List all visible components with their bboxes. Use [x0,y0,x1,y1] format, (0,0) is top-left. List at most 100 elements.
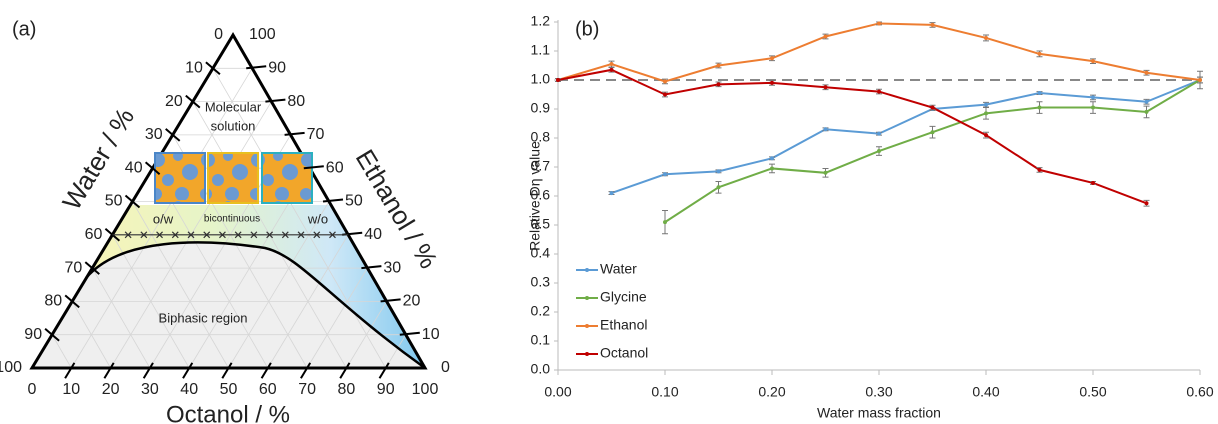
tick-mark [300,362,312,379]
tick-mark [339,362,351,379]
tick-label: 40 [125,159,143,176]
x-tick-label: 0.20 [758,384,785,400]
inset-image [154,152,206,204]
tick-mark [182,362,194,379]
data-point [716,169,721,174]
y-tick-label: 1.0 [531,71,551,87]
tick-mark [144,161,161,175]
biphasic-region [32,242,425,368]
data-point [984,35,988,40]
tick-label: 60 [85,226,103,243]
tick-mark [322,198,344,203]
region-label: o/w [153,211,174,226]
legend-marker [585,296,589,300]
y-tick-label: 1.1 [531,42,551,58]
data-point [1091,59,1095,64]
series-line [557,68,1147,205]
tick-label: 0 [441,359,450,376]
tick-mark [361,265,382,270]
tick-mark [185,94,201,109]
tick-label: 10 [62,381,80,398]
data-point [609,62,614,67]
data-point [1091,105,1095,110]
region-label: Biphasic region [159,310,248,325]
y-tick-label: 0.3 [531,274,551,290]
data-point [1144,70,1149,75]
tick-label: 30 [145,126,163,143]
tick-mark [142,362,154,379]
tick-mark [84,261,100,275]
region-label: w/o [307,211,328,226]
legend-label: Ethanol [600,317,647,333]
grid-line [306,267,368,369]
data-point [984,133,988,138]
y-axis-title: Relative Dη value [527,141,543,251]
data-point [1198,78,1202,82]
y-tick-label: 0.7 [531,158,551,174]
tick-mark [399,331,420,336]
legend-label: Water [600,261,637,277]
tick-label: 50 [345,193,363,210]
data-point [770,166,774,171]
series-line [664,79,1201,223]
tick-label: 50 [105,193,123,210]
x-tick-label: 0.50 [1079,384,1106,400]
tick-mark [380,298,401,303]
tick-mark [44,327,60,342]
axis-title: Octanol / % [166,401,290,424]
series-line [611,79,1201,195]
tick-mark [103,362,115,379]
tick-mark [124,194,141,209]
tick-label: 40 [180,381,198,398]
y-tick-label: 1.2 [531,13,551,29]
tick-label: 40 [364,226,382,243]
tick-label: 0 [214,26,223,43]
grid-line [132,201,229,369]
mixing-line [112,231,349,239]
data-point [663,220,667,225]
grid-line [385,334,407,369]
legend-marker [585,324,589,328]
tick-label: 100 [0,359,22,376]
data-point [1144,109,1149,114]
tick-label: 10 [422,326,440,343]
data-point [930,22,935,27]
grid-line [91,267,151,369]
legend-marker [585,352,589,356]
series-line [557,22,1201,83]
data-point [930,105,935,110]
data-point [984,111,988,116]
grid-line [51,334,72,369]
legend-label: Glycine [600,289,647,305]
tick-label: 80 [338,381,356,398]
tick-mark [64,362,76,379]
tick-mark [246,65,267,70]
y-tick-label: 0.9 [531,100,551,116]
data-point [877,21,881,26]
data-point [823,34,828,39]
data-point [663,79,667,84]
data-point [716,63,721,68]
data-point [716,82,721,87]
data-point [770,56,774,61]
x-tick-label: 0.30 [865,384,892,400]
tick-label: 60 [326,159,344,176]
phase-boundary [85,241,426,370]
axis-title: Ethanol / % [350,144,444,273]
data-point [984,102,988,107]
data-point [930,130,935,135]
tick-mark [221,362,233,379]
tick-label: 90 [268,60,286,77]
panel-label: (b) [575,18,599,40]
tick-label: 60 [259,381,277,398]
x-tick-label: 0.10 [651,384,678,400]
tick-mark [260,362,272,379]
y-tick-label: 0.2 [531,303,551,319]
legend-label: Octanol [600,345,648,361]
grid-line [228,201,330,369]
tick-label: 100 [412,381,439,398]
tick-label: 30 [383,259,401,276]
tick-label: 10 [185,60,203,77]
y-tick-label: 0.8 [531,129,551,145]
